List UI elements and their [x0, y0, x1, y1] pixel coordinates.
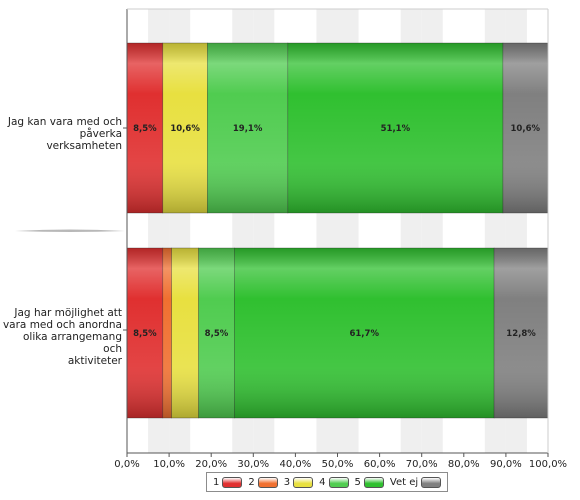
- legend-swatch: [257, 476, 278, 488]
- legend-item-1: 1: [213, 476, 243, 488]
- category-label-1: Jag kan vara med och påverka verksamhete…: [7, 116, 122, 152]
- data-label: 8,5%: [133, 124, 157, 134]
- x-axis: 0,0% 10,0% 20,0% 30,0% 40,0% 50,0% 60,0% 70,0% 8…: [114, 453, 567, 470]
- x-tick-label: 40,0%: [280, 459, 312, 470]
- bar-group: 8,5% 10,6% 19,1% 51,1% 10,6% 8,5% 8,5% 61,7% 12,…: [126, 42, 549, 419]
- bar-shade: [127, 248, 163, 418]
- bar-shade: [171, 248, 199, 418]
- bar-segment: 8,5%: [126, 42, 164, 214]
- x-tick-label: 90,0%: [490, 459, 522, 470]
- bar-segment: 51,1%: [287, 42, 504, 214]
- bar-segment: [162, 247, 172, 419]
- category-label-2: Jag har möjlighet att vara med och anord…: [2, 307, 122, 367]
- legend-swatch: [293, 476, 314, 488]
- data-label: 10,6%: [170, 124, 200, 134]
- bar-segment: 8,5%: [126, 247, 164, 419]
- legend-swatch: [222, 476, 243, 488]
- legend-label: 2: [248, 476, 255, 488]
- x-tick-label: 50,0%: [322, 459, 354, 470]
- legend-swatch: [363, 476, 384, 488]
- bar-segment: 61,7%: [234, 247, 495, 419]
- bar-segment: 8,5%: [198, 247, 235, 419]
- legend-label: 4: [319, 476, 326, 488]
- legend-item-3: 3: [283, 476, 314, 488]
- legend-swatch: [328, 476, 349, 488]
- bar-shade: [234, 248, 495, 418]
- bar-shade: [502, 43, 548, 213]
- x-tick-label: 30,0%: [237, 459, 269, 470]
- x-tick-label: 70,0%: [406, 459, 438, 470]
- bar-shade: [207, 43, 288, 213]
- bar-segment: 19,1%: [207, 42, 289, 214]
- legend-swatch: [421, 476, 442, 488]
- data-label: 12,8%: [506, 329, 536, 339]
- x-tick-label: 100,0%: [529, 459, 567, 470]
- plot-frame: [15, 8, 549, 454]
- x-tick-label: 20,0%: [195, 459, 227, 470]
- legend-label: 5: [354, 476, 361, 488]
- legend-item-4: 4: [319, 476, 349, 488]
- x-tick-label: 0,0%: [114, 459, 139, 470]
- bar-segment: [171, 247, 199, 419]
- bar-shade: [198, 248, 235, 418]
- data-label: 8,5%: [133, 329, 157, 339]
- x-tick-label: 10,0%: [153, 459, 185, 470]
- x-tick-label: 60,0%: [364, 459, 396, 470]
- data-label: 51,1%: [381, 124, 411, 134]
- legend-item-2: 2: [248, 476, 278, 488]
- bar-segment: 10,6%: [162, 42, 208, 214]
- bar-shade: [494, 248, 548, 418]
- bar-shade: [127, 43, 163, 213]
- data-label: 10,6%: [511, 124, 541, 134]
- legend: 1 2 3 4 5 Vet ej: [206, 472, 449, 492]
- legend-item-5: 5: [354, 476, 384, 488]
- bar-shade: [162, 248, 172, 418]
- data-label: 19,1%: [233, 124, 263, 134]
- legend-label: 3: [283, 476, 291, 488]
- data-label: 61,7%: [349, 329, 379, 339]
- x-tick-label: 80,0%: [448, 459, 480, 470]
- legend-item-6: Vet ej: [389, 476, 442, 488]
- legend-label: Vet ej: [389, 476, 419, 488]
- bar-shade: [162, 43, 208, 213]
- category-separator: [15, 229, 125, 232]
- data-label: 8,5%: [205, 329, 229, 339]
- bar-shade: [287, 43, 503, 213]
- bar-segment: 10,6%: [502, 42, 548, 214]
- legend-label: 1: [213, 476, 220, 488]
- bar-segment: 12,8%: [493, 247, 549, 419]
